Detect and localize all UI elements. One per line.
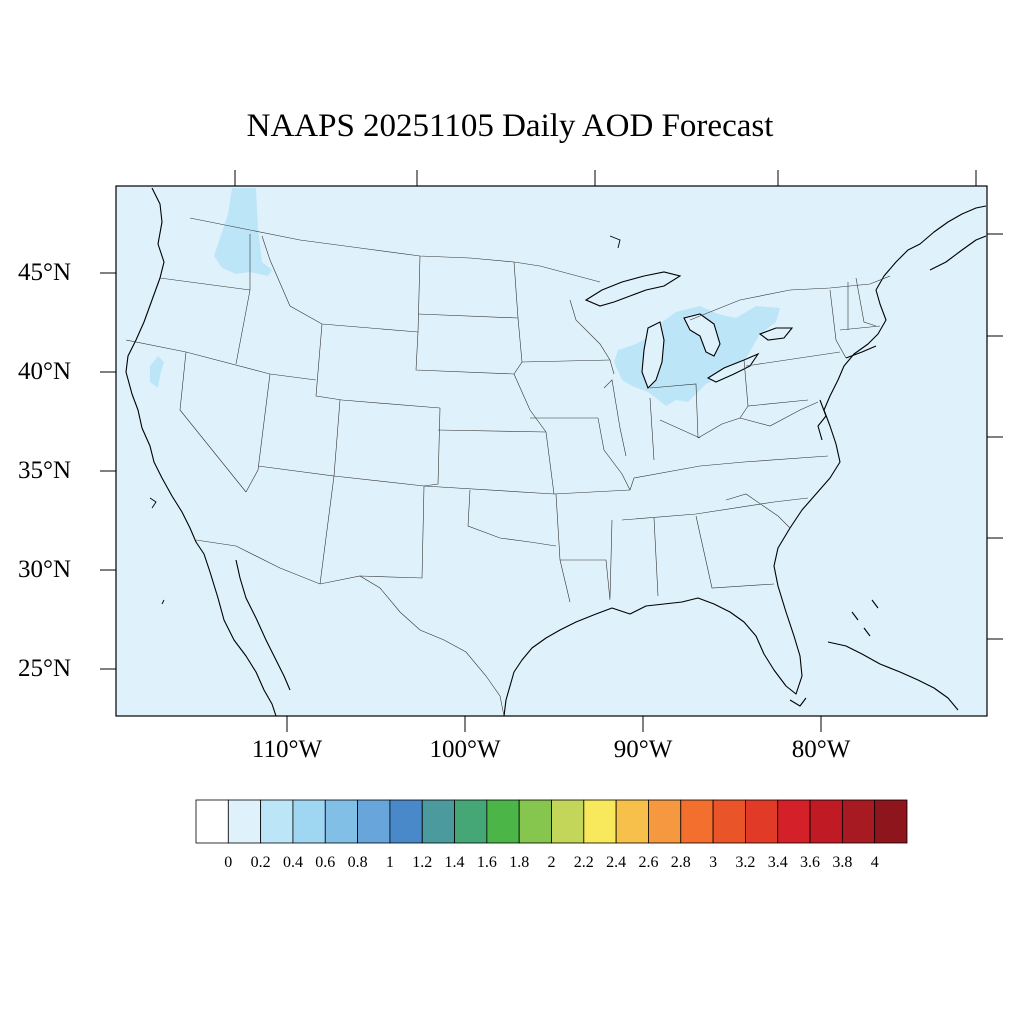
great-lakes bbox=[584, 271, 794, 389]
lat-label-30: 30°N bbox=[18, 556, 72, 583]
lon-label-100w: 100°W bbox=[429, 736, 501, 763]
lat-label-45: 45°N bbox=[18, 259, 72, 286]
colorbar-box bbox=[712, 799, 746, 844]
colorbar-box bbox=[583, 799, 617, 844]
lake-ontario bbox=[758, 327, 794, 341]
colorbar bbox=[195, 799, 908, 844]
lat-label-25: 25°N bbox=[18, 655, 72, 682]
lake-superior bbox=[584, 271, 682, 307]
colorbar-box bbox=[809, 799, 843, 844]
colorbar-box bbox=[680, 799, 714, 844]
colorbar-tick-label: 3.4 bbox=[767, 854, 788, 871]
cuba bbox=[827, 641, 959, 711]
colorbar-tick-label: 1 bbox=[385, 854, 394, 871]
bottom-ticks bbox=[286, 716, 822, 732]
colorbar-box bbox=[486, 799, 520, 844]
florida-keys bbox=[789, 697, 807, 707]
colorbar-tick-label: 3.6 bbox=[800, 854, 820, 871]
colorbar-box bbox=[324, 799, 358, 844]
colorbar-box bbox=[195, 799, 229, 844]
canada-border-east bbox=[689, 275, 891, 321]
colorbar-box bbox=[615, 799, 649, 844]
bahamas bbox=[851, 599, 879, 637]
colorbar-tick-label: 1.8 bbox=[509, 854, 530, 871]
colorbar-box bbox=[874, 799, 908, 844]
colorbar-tick-label: 0.4 bbox=[283, 854, 303, 871]
colorbar-tick-label: 1.4 bbox=[444, 854, 465, 871]
colorbar-box bbox=[227, 799, 262, 844]
colorbar-box bbox=[357, 799, 391, 844]
colorbar-box bbox=[421, 799, 455, 844]
baja-gulf bbox=[235, 559, 291, 691]
lake-michigan bbox=[641, 321, 665, 389]
colorbar-tick-label: 2.6 bbox=[638, 854, 659, 871]
gulf-coast bbox=[503, 205, 987, 717]
right-ticks bbox=[987, 233, 1003, 640]
colorbar-box bbox=[518, 799, 552, 844]
colorbar-tick-label: 0.8 bbox=[347, 854, 368, 871]
lake-huron bbox=[683, 313, 721, 357]
long-island bbox=[845, 345, 877, 359]
colorbar-tick-label: 2.2 bbox=[573, 854, 594, 871]
colorbar-tick-label: 3.2 bbox=[735, 854, 756, 871]
colorbar-box bbox=[260, 799, 294, 844]
state-boundaries bbox=[125, 217, 891, 717]
chesapeake bbox=[817, 399, 827, 441]
plume-northwest bbox=[214, 188, 272, 276]
colorbar-tick-label: 0.2 bbox=[250, 854, 271, 871]
colorbar-tick-label: 3 bbox=[709, 854, 718, 871]
colorbar-box bbox=[648, 799, 682, 844]
lat-label-35: 35°N bbox=[18, 457, 72, 484]
colorbar-tick-label: 3.8 bbox=[832, 854, 853, 871]
colorbar-box bbox=[389, 799, 423, 844]
islands bbox=[149, 235, 621, 605]
colorbar-tick-label: 2.4 bbox=[606, 854, 627, 871]
colorbar-box bbox=[454, 799, 488, 844]
colorbar-box bbox=[292, 799, 326, 844]
colorbar-tick-label: 4 bbox=[870, 854, 879, 871]
colorbar-tick-label: 2.8 bbox=[670, 854, 691, 871]
colorbar-box bbox=[841, 799, 876, 844]
map-frame bbox=[115, 185, 988, 717]
plume-california bbox=[150, 356, 164, 388]
map-title: NAAPS 20251105 Daily AOD Forecast bbox=[246, 108, 774, 144]
top-ticks bbox=[234, 170, 977, 186]
mexico-border bbox=[195, 539, 505, 717]
lon-label-90w: 90°W bbox=[613, 736, 673, 763]
colorbar-box bbox=[745, 799, 779, 844]
lon-label-80w: 80°W bbox=[791, 736, 851, 763]
lon-label-110w: 110°W bbox=[251, 736, 323, 763]
title-area: NAAPS 20251105 Daily AOD Forecast bbox=[0, 0, 1024, 180]
lat-label-40: 40°N bbox=[18, 358, 72, 385]
colorbar-box bbox=[777, 799, 811, 844]
nova-scotia bbox=[929, 235, 987, 271]
colorbar-tick-label: 1.6 bbox=[476, 854, 497, 871]
colorbar-tick-label: 0 bbox=[224, 854, 233, 871]
lake-erie bbox=[706, 352, 760, 383]
colorbar-tick-label: 0.6 bbox=[315, 854, 336, 871]
colorbar-tick-label: 1.2 bbox=[412, 854, 433, 871]
colorbar-tick-label: 2 bbox=[547, 854, 556, 871]
canada-border bbox=[189, 217, 601, 283]
left-ticks bbox=[100, 272, 116, 670]
colorbar-box bbox=[551, 799, 585, 844]
